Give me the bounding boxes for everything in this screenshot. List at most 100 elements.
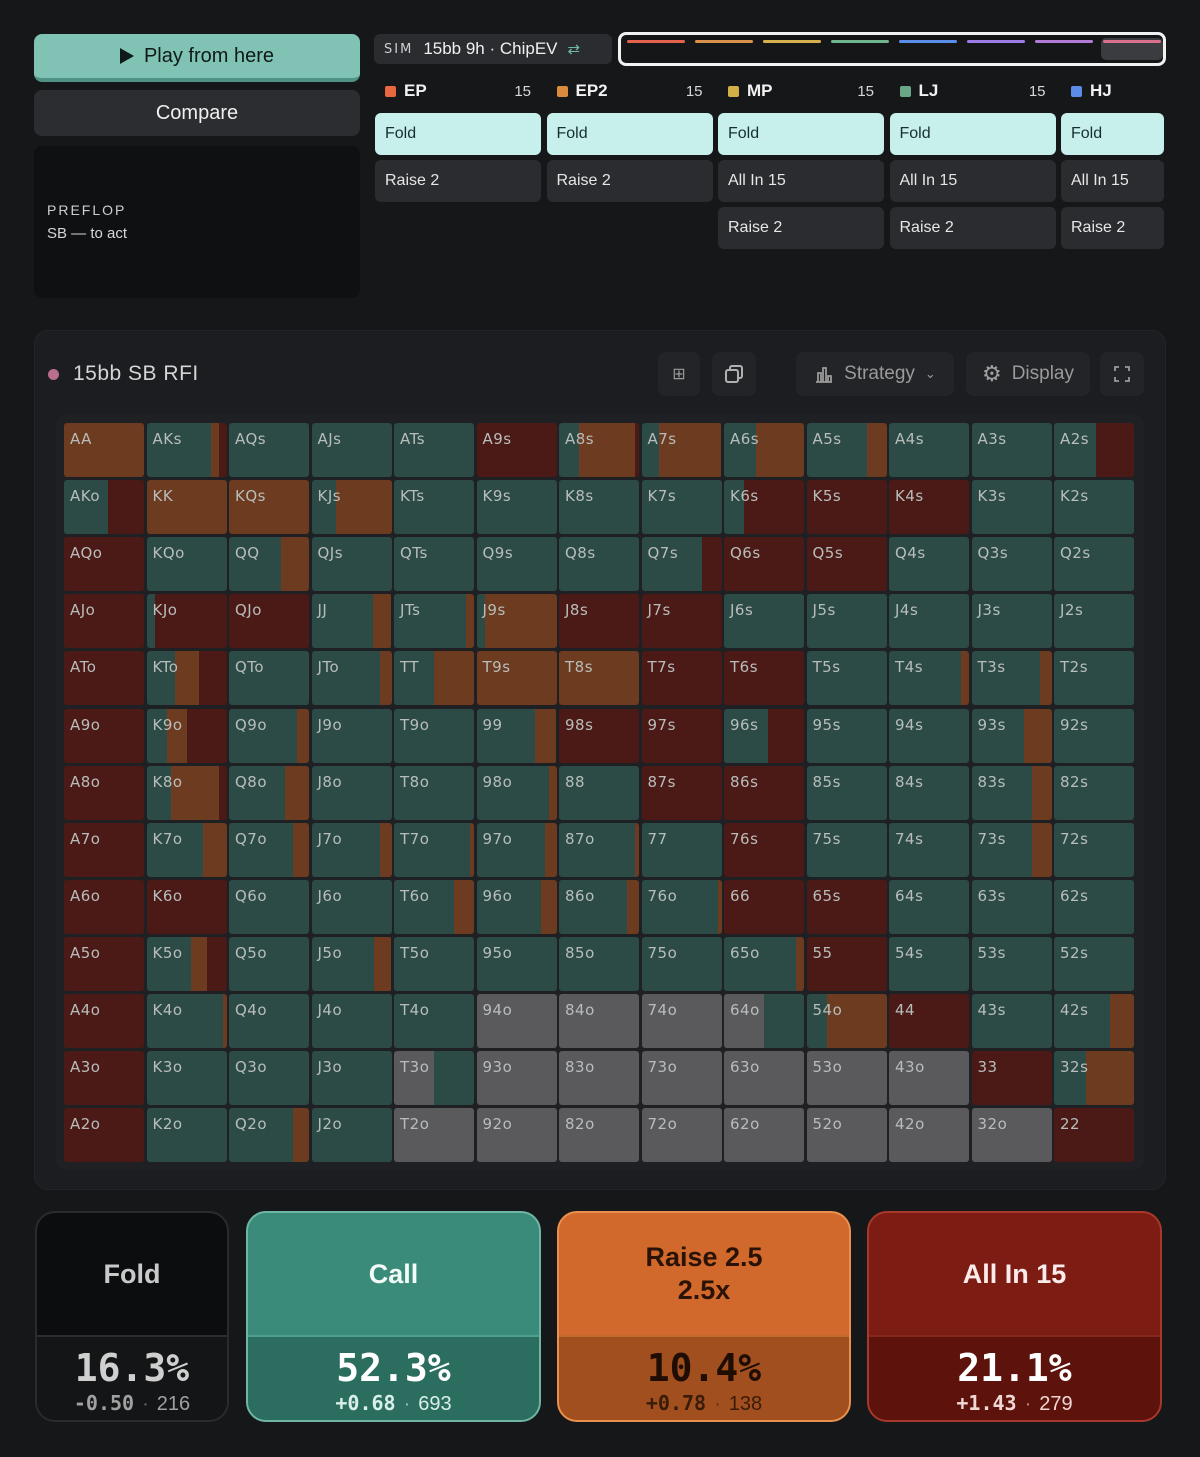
hand-cell-55[interactable]: 55 [806, 936, 887, 991]
action-button[interactable]: All In 15 [889, 160, 1056, 202]
hand-cell-q4o[interactable]: Q4o [229, 994, 309, 1048]
hand-cell-95s[interactable]: 95s [806, 708, 887, 763]
hand-cell-j2s[interactable]: J2s [1054, 594, 1134, 649]
hand-cell-54s[interactable]: 54s [889, 936, 969, 991]
hand-cell-a7o[interactable]: A7o [64, 822, 144, 877]
hand-cell-64s[interactable]: 64s [889, 879, 969, 934]
hand-cell-q2s[interactable]: Q2s [1054, 537, 1134, 592]
action-button[interactable]: Fold [375, 113, 541, 155]
hand-cell-54o[interactable]: 54o [806, 994, 887, 1048]
hand-cell-k2o[interactable]: K2o [146, 1108, 227, 1163]
hand-cell-qto[interactable]: QTo [229, 651, 309, 706]
timeline-segment[interactable] [1035, 40, 1093, 43]
hand-cell-42s[interactable]: 42s [1054, 994, 1134, 1048]
hand-cell-a5s[interactable]: A5s [806, 423, 887, 477]
hand-cell-82s[interactable]: 82s [1054, 765, 1134, 820]
hand-cell-t9o[interactable]: T9o [394, 708, 474, 763]
hand-cell-99[interactable]: 99 [476, 708, 557, 763]
hand-cell-q2o[interactable]: Q2o [229, 1108, 309, 1163]
timeline-segment[interactable] [899, 40, 957, 43]
hand-cell-43o[interactable]: 43o [889, 1051, 969, 1106]
swap-icon[interactable]: ⇄ [567, 41, 581, 58]
hand-cell-76s[interactable]: 76s [724, 822, 804, 877]
hand-cell-76o[interactable]: 76o [641, 879, 722, 934]
hand-cell-94o[interactable]: 94o [476, 994, 557, 1048]
hand-cell-66[interactable]: 66 [724, 879, 804, 934]
hand-cell-j7s[interactable]: J7s [641, 594, 722, 649]
hand-cell-qjs[interactable]: QJs [311, 537, 392, 592]
hand-cell-j5s[interactable]: J5s [806, 594, 887, 649]
hand-cell-42o[interactable]: 42o [889, 1108, 969, 1163]
hand-cell-t5o[interactable]: T5o [394, 936, 474, 991]
hand-cell-j9o[interactable]: J9o [311, 708, 392, 763]
hand-cell-72s[interactable]: 72s [1054, 822, 1134, 877]
action-button[interactable]: Raise 2 [718, 207, 884, 249]
hand-cell-82o[interactable]: 82o [559, 1108, 639, 1163]
action-button[interactable]: Fold [1061, 113, 1164, 155]
hand-cell-kk[interactable]: KK [146, 480, 227, 535]
allin-summary-card[interactable]: All In 15 21.1% +1.43 · 279 [867, 1211, 1162, 1422]
hand-cell-t6s[interactable]: T6s [724, 651, 804, 706]
hand-cell-74s[interactable]: 74s [889, 822, 969, 877]
hand-cell-72o[interactable]: 72o [641, 1108, 722, 1163]
hand-cell-53o[interactable]: 53o [806, 1051, 887, 1106]
action-button[interactable]: All In 15 [1061, 160, 1164, 202]
hand-cell-ako[interactable]: AKo [64, 480, 144, 535]
hand-cell-95o[interactable]: 95o [476, 936, 557, 991]
hand-cell-qts[interactable]: QTs [394, 537, 474, 592]
hand-cell-kjs[interactable]: KJs [311, 480, 392, 535]
hand-cell-k9o[interactable]: K9o [146, 708, 227, 763]
action-button[interactable]: Raise 2 [889, 207, 1056, 249]
hand-cell-22[interactable]: 22 [1054, 1108, 1134, 1163]
hand-cell-87o[interactable]: 87o [559, 822, 639, 877]
hand-cell-k3s[interactable]: K3s [971, 480, 1052, 535]
hand-cell-q5o[interactable]: Q5o [229, 936, 309, 991]
hand-cell-75o[interactable]: 75o [641, 936, 722, 991]
hand-cell-j8o[interactable]: J8o [311, 765, 392, 820]
hand-cell-j8s[interactable]: J8s [559, 594, 639, 649]
copy-button[interactable] [712, 352, 756, 396]
action-button[interactable]: Raise 2 [375, 160, 541, 202]
hand-cell-a6o[interactable]: A6o [64, 879, 144, 934]
hand-cell-qq[interactable]: QQ [229, 537, 309, 592]
hand-cell-kqo[interactable]: KQo [146, 537, 227, 592]
hand-cell-a4o[interactable]: A4o [64, 994, 144, 1048]
hand-cell-k9s[interactable]: K9s [476, 480, 557, 535]
hand-cell-a2s[interactable]: A2s [1054, 423, 1134, 477]
hand-cell-98o[interactable]: 98o [476, 765, 557, 820]
action-button[interactable]: Raise 2 [1061, 207, 1164, 249]
hand-cell-k8s[interactable]: K8s [559, 480, 639, 535]
hand-cell-98s[interactable]: 98s [559, 708, 639, 763]
compare-button[interactable]: Compare [34, 90, 360, 136]
timeline-segment[interactable] [967, 40, 1025, 43]
grid-view-button[interactable]: ⊞ [658, 352, 700, 396]
action-timeline-scrubber[interactable] [618, 32, 1166, 66]
hand-cell-87s[interactable]: 87s [641, 765, 722, 820]
hand-cell-jto[interactable]: JTo [311, 651, 392, 706]
hand-cell-j7o[interactable]: J7o [311, 822, 392, 877]
hand-cell-aqs[interactable]: AQs [229, 423, 309, 477]
action-button[interactable]: Fold [718, 113, 884, 155]
hand-cell-92s[interactable]: 92s [1054, 708, 1134, 763]
hand-cell-t7s[interactable]: T7s [641, 651, 722, 706]
hand-cell-k8o[interactable]: K8o [146, 765, 227, 820]
hand-cell-a3s[interactable]: A3s [971, 423, 1052, 477]
hand-cell-kto[interactable]: KTo [146, 651, 227, 706]
hand-cell-jj[interactable]: JJ [311, 594, 392, 649]
hand-cell-ato[interactable]: ATo [64, 651, 144, 706]
hand-cell-kjo[interactable]: KJo [146, 594, 227, 649]
timeline-segment[interactable] [695, 40, 753, 43]
hand-cell-a9o[interactable]: A9o [64, 708, 144, 763]
hand-cell-j9s[interactable]: J9s [476, 594, 557, 649]
hand-cell-a8o[interactable]: A8o [64, 765, 144, 820]
strategy-dropdown[interactable]: Strategy ⌄ [796, 352, 954, 396]
hand-cell-k6s[interactable]: K6s [724, 480, 804, 535]
hand-cell-j3s[interactable]: J3s [971, 594, 1052, 649]
hand-cell-ajs[interactable]: AJs [311, 423, 392, 477]
hand-cell-t4o[interactable]: T4o [394, 994, 474, 1048]
hand-cell-q6o[interactable]: Q6o [229, 879, 309, 934]
hand-cell-93s[interactable]: 93s [971, 708, 1052, 763]
hand-cell-kts[interactable]: KTs [394, 480, 474, 535]
fold-summary-card[interactable]: Fold 16.3% -0.50 · 216 [35, 1211, 229, 1422]
hand-cell-t5s[interactable]: T5s [806, 651, 887, 706]
